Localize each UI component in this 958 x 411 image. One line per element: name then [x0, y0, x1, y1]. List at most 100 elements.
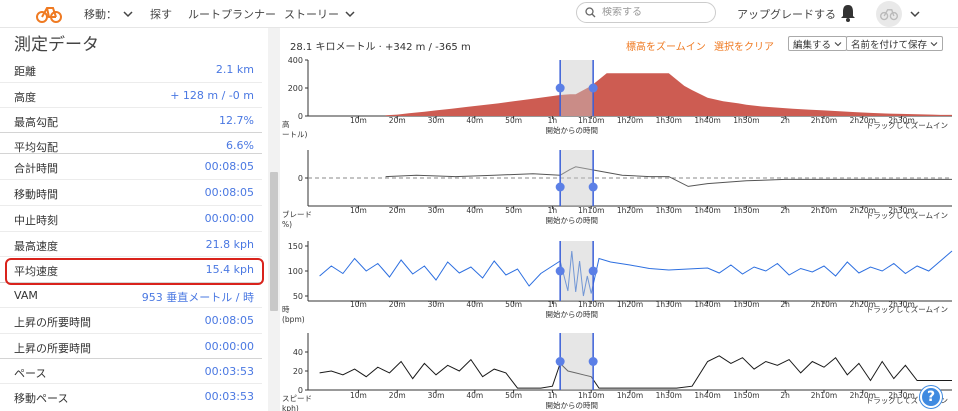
- selection-region[interactable]: [560, 150, 594, 206]
- x-tick-label: 2h10m: [811, 206, 837, 215]
- x-tick-label: 1h: [548, 300, 558, 309]
- search-box[interactable]: [576, 2, 716, 23]
- nav-explore[interactable]: 探す: [150, 6, 172, 22]
- x-tick-label: 20m: [389, 300, 406, 309]
- stat-label: VAM: [14, 289, 38, 302]
- drag-hint: ドラッグしてズームイン: [866, 304, 948, 314]
- x-tick-label: 20m: [389, 391, 406, 400]
- x-tick-label: 40m: [466, 300, 483, 309]
- x-tick-label: 30m: [428, 116, 445, 125]
- sidebar-scrollbar-thumb[interactable]: [270, 172, 278, 311]
- series-line[interactable]: [385, 166, 952, 187]
- series-line[interactable]: [319, 250, 953, 297]
- x-tick-label: 2h20m: [850, 300, 876, 309]
- x-tick-label: 1h50m: [733, 300, 759, 309]
- stat-label: 距離: [14, 65, 36, 78]
- avatar-icon: [880, 9, 898, 21]
- zoom-elevation-link[interactable]: 標高をズームイン: [626, 42, 706, 53]
- stat-row: 距離 2.1 km: [0, 57, 262, 83]
- y-tick-label: 0: [298, 386, 303, 395]
- search-input[interactable]: [602, 7, 702, 18]
- stat-label: 合計時間: [14, 162, 58, 175]
- highlight-box: [5, 258, 264, 285]
- y-tick-label: 100: [288, 267, 303, 276]
- save-as-button[interactable]: 名前を付けて保存: [846, 36, 944, 51]
- selection-handle-right[interactable]: [588, 357, 598, 366]
- x-tick-label: 2h30m: [888, 116, 914, 125]
- y-axis-label: (bpm): [282, 315, 305, 324]
- nav-stories-label: ストーリー: [284, 8, 339, 21]
- x-tick-label: 1h: [548, 206, 558, 215]
- help-button[interactable]: ?: [920, 386, 942, 408]
- x-tick-label: 10m: [350, 116, 367, 125]
- x-tick-label: 40m: [466, 116, 483, 125]
- stat-row: 移動ペース 00:03:53: [0, 383, 262, 409]
- selection-handle-right[interactable]: [588, 182, 598, 192]
- y-tick-label: 0: [298, 112, 303, 121]
- x-tick-label: 40m: [466, 206, 483, 215]
- selection-region[interactable]: [560, 60, 594, 116]
- search-icon: [585, 7, 596, 18]
- stats-title: 測定データ: [14, 35, 99, 55]
- chevron-down-icon[interactable]: [910, 10, 920, 18]
- save-as-button-label: 名前を付けて保存: [851, 39, 928, 51]
- x-tick-label: 2h10m: [811, 116, 837, 125]
- stat-value: 00:00:00: [204, 212, 254, 225]
- stat-row: 移動時間 00:08:05: [0, 179, 262, 205]
- upgrade-link[interactable]: アップグレードする: [737, 8, 836, 21]
- x-tick-label: 1h40m: [694, 206, 720, 215]
- stat-value: 953 垂直メートル / 時: [141, 291, 254, 304]
- x-tick-label: 1h40m: [694, 300, 720, 309]
- y-tick-label: 0: [298, 174, 303, 183]
- x-tick-label: 1h: [548, 116, 558, 125]
- stat-row: 上昇の所要時間 00:08:05: [0, 307, 262, 333]
- y-axis-label: ブレード: [282, 209, 312, 219]
- stat-label: 上昇の所要時間: [14, 342, 91, 355]
- stat-row: 最高勾配 12.7%: [0, 107, 262, 133]
- plot-area[interactable]: [308, 333, 952, 390]
- x-tick-label: 1h30m: [656, 391, 682, 400]
- y-axis-label: %): [282, 220, 292, 229]
- selection-handle-left[interactable]: [555, 266, 565, 276]
- edit-button[interactable]: 編集する: [788, 36, 848, 51]
- stat-label: 高度: [14, 91, 36, 104]
- x-tick-label: 2h30m: [888, 206, 914, 215]
- stat-row: 合計時間 00:08:05: [0, 153, 262, 179]
- y-tick-label: 20: [293, 367, 303, 376]
- bell-icon[interactable]: [840, 4, 856, 22]
- stat-value: 6.6%: [226, 139, 254, 152]
- stat-row: 高度 + 128 m / -0 m: [0, 82, 262, 108]
- x-tick-label: 1h10m: [578, 391, 604, 400]
- clear-selection-link[interactable]: 選択をクリア: [714, 42, 774, 53]
- x-tick-label: 1h40m: [694, 391, 720, 400]
- x-tick-label: 2h20m: [850, 206, 876, 215]
- nav-stories-menu[interactable]: ストーリー: [284, 6, 355, 22]
- bike-logo-icon[interactable]: [36, 4, 62, 24]
- x-tick-label: 1h40m: [694, 116, 720, 125]
- series-line[interactable]: [319, 355, 952, 389]
- selection-region[interactable]: [560, 333, 594, 390]
- stat-row: 平均勾配 6.6%: [0, 132, 262, 158]
- stat-row: ペース 00:03:53: [0, 358, 262, 384]
- chevron-down-icon: [834, 41, 842, 46]
- elevation-area[interactable]: [385, 73, 953, 116]
- x-axis-label: 開始からの時間: [546, 215, 599, 225]
- selection-handle-left[interactable]: [555, 182, 565, 192]
- selection-handle-left[interactable]: [555, 357, 565, 366]
- selection-region[interactable]: [560, 241, 594, 301]
- y-axis-label: 高: [282, 119, 290, 129]
- selection-handle-left[interactable]: [555, 83, 565, 93]
- stat-value: 12.7%: [219, 114, 254, 127]
- selection-handle-right[interactable]: [588, 266, 598, 276]
- stat-value: 21.8 kph: [205, 238, 254, 251]
- x-tick-label: 2h20m: [850, 391, 876, 400]
- selection-handle-right[interactable]: [588, 83, 598, 93]
- avatar[interactable]: [876, 1, 902, 27]
- x-axis-label: 開始からの時間: [546, 400, 599, 410]
- plot-area[interactable]: [308, 241, 952, 301]
- nav-route-planner[interactable]: ルートプランナー: [188, 6, 276, 22]
- drag-hint: ドラッグしてズームイン: [866, 120, 948, 130]
- nav-move-menu[interactable]: 移動：: [84, 6, 133, 22]
- x-tick-label: 1h30m: [656, 206, 682, 215]
